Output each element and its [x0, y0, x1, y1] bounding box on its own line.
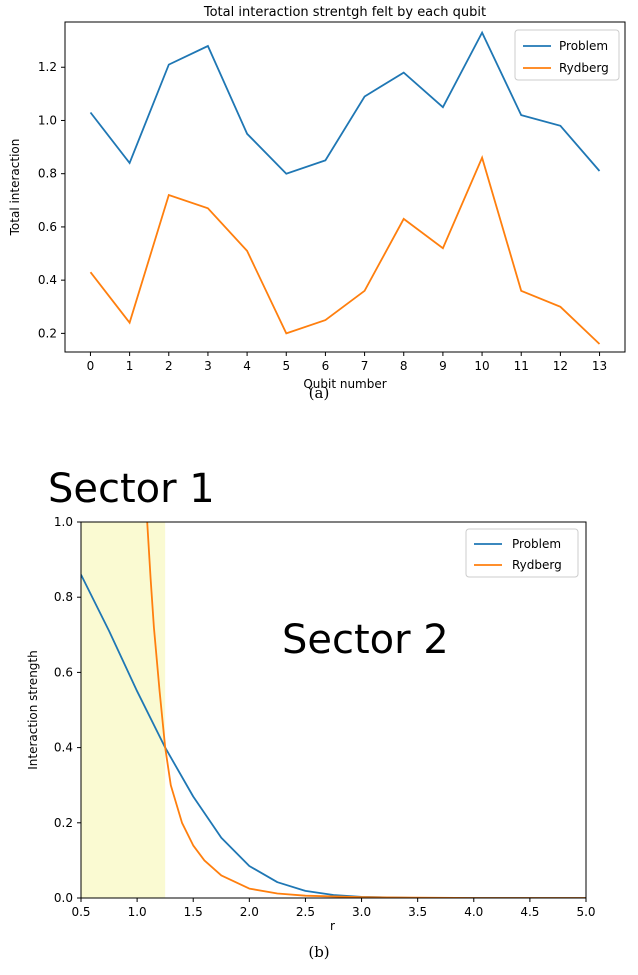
x-tick-label: 9 — [439, 359, 447, 373]
x-tick-label: 3 — [204, 359, 212, 373]
x-tick-label: 7 — [361, 359, 369, 373]
y-tick-label: 1.0 — [38, 113, 57, 127]
legend-label-problem: Problem — [512, 537, 561, 551]
y-tick-label: 0.6 — [54, 665, 73, 679]
x-tick-label: 5 — [282, 359, 290, 373]
series-line-problem — [89, 30, 601, 175]
sector-2-label: Sector 2 — [282, 617, 449, 663]
x-tick-label: 1 — [126, 359, 134, 373]
y-tick-label: 0.2 — [54, 816, 73, 830]
caption-a: (a) — [308, 384, 330, 402]
x-tick-label: 4.0 — [464, 905, 483, 919]
series-line-rydberg — [146, 522, 586, 898]
x-tick-label: 2.0 — [240, 905, 259, 919]
series-line-problem — [81, 574, 586, 898]
x-tick-label: 10 — [474, 359, 489, 373]
chart-a: Total interaction strentgh felt by each … — [8, 5, 626, 391]
x-tick-label: 6 — [322, 359, 330, 373]
y-tick-label: 0.0 — [54, 891, 73, 905]
x-tick-label: 1.5 — [184, 905, 203, 919]
y-tick-label: 0.8 — [38, 167, 57, 181]
y-axis-label: Interaction strength — [26, 650, 40, 769]
y-tick-label: 1.2 — [38, 60, 57, 74]
x-axis-label: Qubit number — [303, 377, 386, 391]
x-tick-label: 3.0 — [352, 905, 371, 919]
sector-1-label: Sector 1 — [48, 466, 215, 512]
chart-a-title: Total interaction strentgh felt by each … — [203, 5, 486, 20]
x-tick-label: 1.0 — [128, 905, 147, 919]
x-tick-label: 11 — [514, 359, 529, 373]
legend-label-rydberg: Rydberg — [512, 558, 562, 572]
x-tick-label: 0.5 — [71, 905, 90, 919]
chart-b-frame — [80, 521, 587, 899]
caption-b: (b) — [308, 943, 330, 961]
x-tick-label: 12 — [553, 359, 568, 373]
y-tick-label: 0.2 — [38, 326, 57, 340]
series-line-rydberg — [89, 155, 601, 345]
y-axis-label: Total interaction — [8, 139, 22, 237]
x-tick-label: 4.5 — [520, 905, 539, 919]
y-tick-label: 0.6 — [38, 220, 57, 234]
sector-1-shading — [81, 522, 166, 898]
y-tick-label: 1.0 — [54, 515, 73, 529]
x-tick-label: 3.5 — [408, 905, 427, 919]
chart-a-frame — [64, 21, 626, 353]
x-axis-label: r — [330, 919, 335, 933]
x-tick-label: 8 — [400, 359, 408, 373]
x-tick-label: 0 — [87, 359, 95, 373]
y-tick-label: 0.8 — [54, 590, 73, 604]
legend-label-rydberg: Rydberg — [559, 61, 609, 75]
x-tick-label: 2.5 — [296, 905, 315, 919]
x-tick-label: 4 — [243, 359, 251, 373]
y-tick-label: 0.4 — [38, 273, 57, 287]
x-tick-label: 2 — [165, 359, 173, 373]
x-tick-label: 13 — [592, 359, 607, 373]
y-tick-label: 0.4 — [54, 741, 73, 755]
x-tick-label: 5.0 — [576, 905, 595, 919]
legend-label-problem: Problem — [559, 39, 608, 53]
